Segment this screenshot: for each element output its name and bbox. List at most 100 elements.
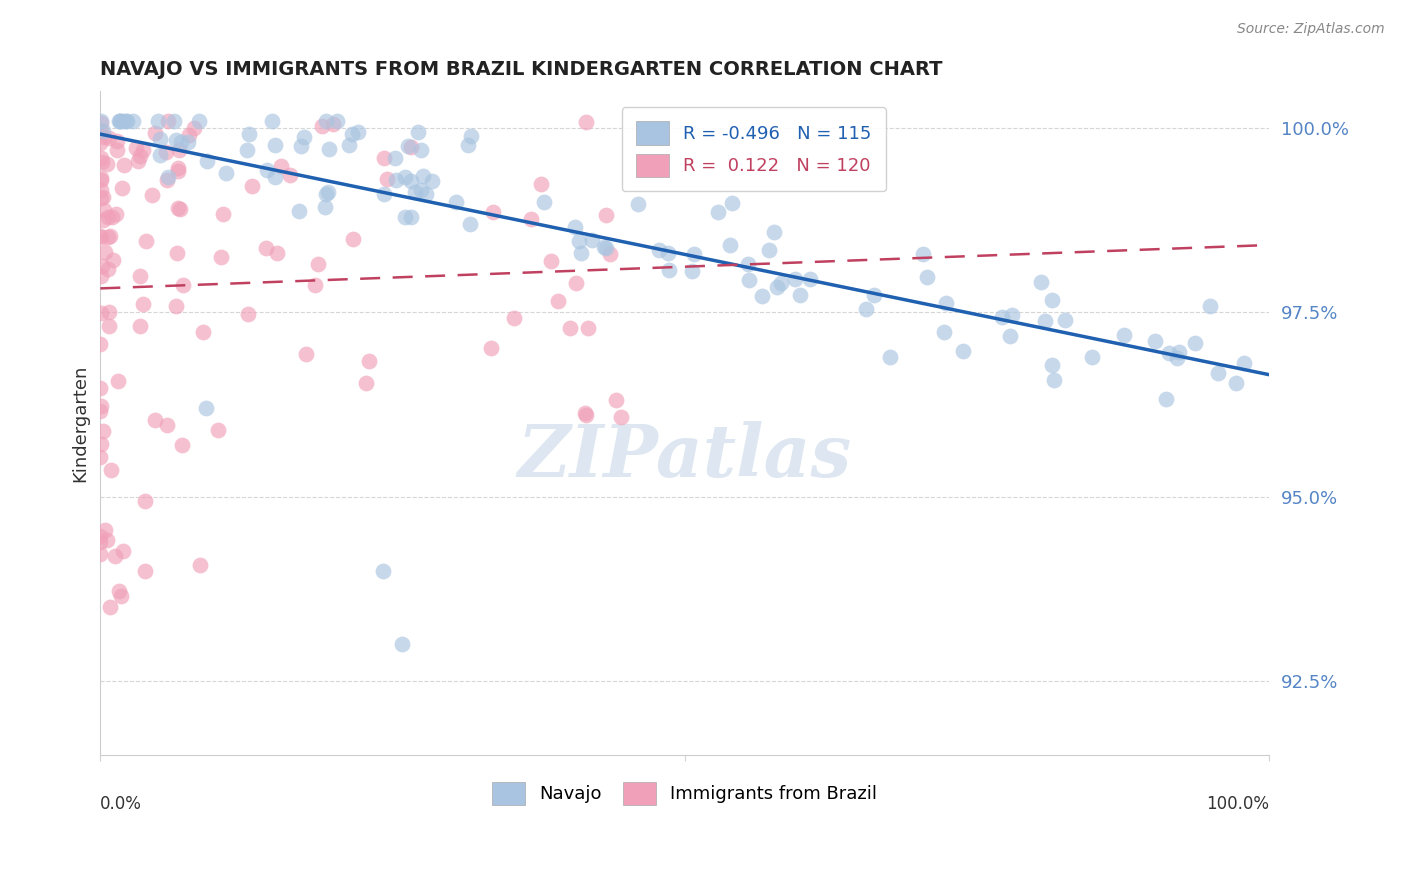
Point xyxy=(373,564,395,578)
Point xyxy=(134,494,156,508)
Point xyxy=(292,130,315,145)
Point xyxy=(156,114,179,128)
Point xyxy=(107,374,129,388)
Point xyxy=(785,272,807,286)
Point xyxy=(935,295,957,310)
Point xyxy=(354,376,377,390)
Point xyxy=(658,263,681,277)
Point xyxy=(862,288,884,302)
Point xyxy=(94,523,117,537)
Point xyxy=(89,136,111,150)
Point xyxy=(89,183,111,197)
Point xyxy=(314,200,336,214)
Point xyxy=(595,241,617,255)
Text: 0.0%: 0.0% xyxy=(100,795,142,813)
Point xyxy=(112,158,135,172)
Point xyxy=(117,113,139,128)
Point xyxy=(609,410,631,425)
Point xyxy=(188,558,211,572)
Point xyxy=(90,306,112,320)
Point xyxy=(503,311,526,326)
Point xyxy=(93,123,115,137)
Point xyxy=(176,135,198,149)
Point xyxy=(879,350,901,364)
Point xyxy=(156,169,179,184)
Point xyxy=(128,268,150,283)
Point xyxy=(110,589,132,603)
Point xyxy=(1081,351,1104,365)
Point xyxy=(146,113,169,128)
Point xyxy=(195,401,218,416)
Point xyxy=(657,245,679,260)
Point xyxy=(1206,366,1229,380)
Point xyxy=(315,113,337,128)
Point xyxy=(1156,392,1178,406)
Point xyxy=(373,151,395,165)
Point xyxy=(129,149,152,163)
Point xyxy=(97,130,120,145)
Point xyxy=(256,163,278,178)
Point xyxy=(170,135,193,149)
Point xyxy=(108,113,131,128)
Point xyxy=(1040,293,1063,307)
Point xyxy=(165,133,187,147)
Point xyxy=(215,166,238,180)
Point xyxy=(307,257,329,271)
Point xyxy=(326,113,349,128)
Point xyxy=(290,139,312,153)
Point xyxy=(1166,351,1188,365)
Point xyxy=(90,269,112,284)
Point xyxy=(156,418,179,433)
Point xyxy=(278,169,301,183)
Point xyxy=(718,238,741,252)
Point xyxy=(193,325,215,339)
Point xyxy=(90,155,112,169)
Point xyxy=(93,202,115,217)
Point xyxy=(1043,373,1066,387)
Point xyxy=(90,124,112,138)
Point xyxy=(98,600,121,615)
Point xyxy=(89,381,111,395)
Point xyxy=(270,159,292,173)
Point xyxy=(458,217,481,231)
Point xyxy=(359,353,381,368)
Point xyxy=(599,247,621,261)
Point xyxy=(97,210,120,224)
Point xyxy=(411,143,433,157)
Point xyxy=(340,127,363,141)
Point xyxy=(457,138,479,153)
Point xyxy=(129,318,152,333)
Point xyxy=(93,130,115,145)
Point xyxy=(169,143,191,157)
Point xyxy=(1225,376,1247,390)
Point xyxy=(209,250,232,264)
Point xyxy=(89,450,111,464)
Point xyxy=(605,393,627,408)
Point xyxy=(127,153,149,168)
Point xyxy=(163,113,186,128)
Point xyxy=(90,151,112,165)
Point xyxy=(240,178,263,193)
Point xyxy=(412,169,434,183)
Point xyxy=(172,437,194,451)
Point xyxy=(254,241,277,255)
Point xyxy=(721,196,744,211)
Text: ZIPatlas: ZIPatlas xyxy=(517,421,852,491)
Point xyxy=(91,190,114,204)
Point xyxy=(540,254,562,268)
Point xyxy=(342,232,364,246)
Point xyxy=(156,173,179,187)
Point xyxy=(287,203,309,218)
Point xyxy=(384,151,406,165)
Point xyxy=(104,207,127,221)
Point xyxy=(134,564,156,578)
Point xyxy=(122,113,145,128)
Point xyxy=(169,202,191,216)
Point xyxy=(167,164,190,178)
Point xyxy=(315,186,337,201)
Point xyxy=(1168,344,1191,359)
Point xyxy=(90,171,112,186)
Point xyxy=(1040,358,1063,372)
Point xyxy=(1157,346,1180,360)
Point xyxy=(648,243,671,257)
